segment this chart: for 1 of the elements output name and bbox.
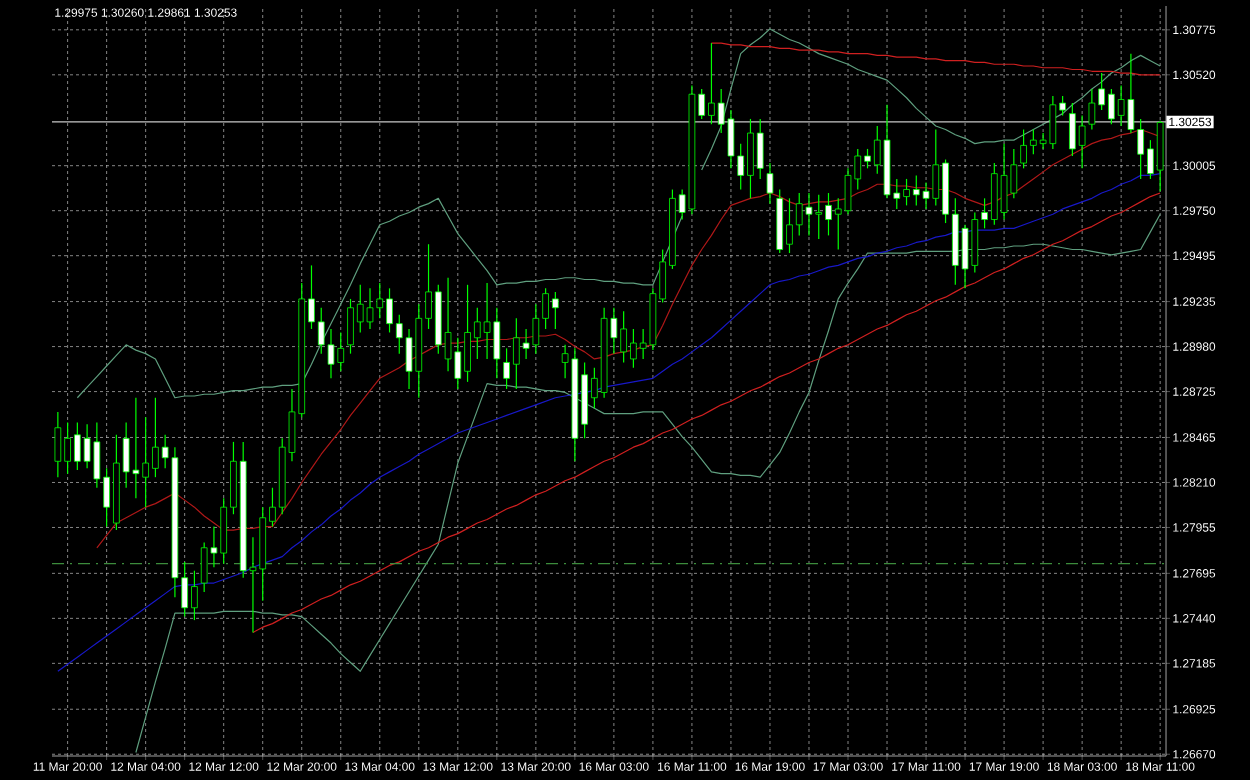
candlestick [766,162,774,205]
